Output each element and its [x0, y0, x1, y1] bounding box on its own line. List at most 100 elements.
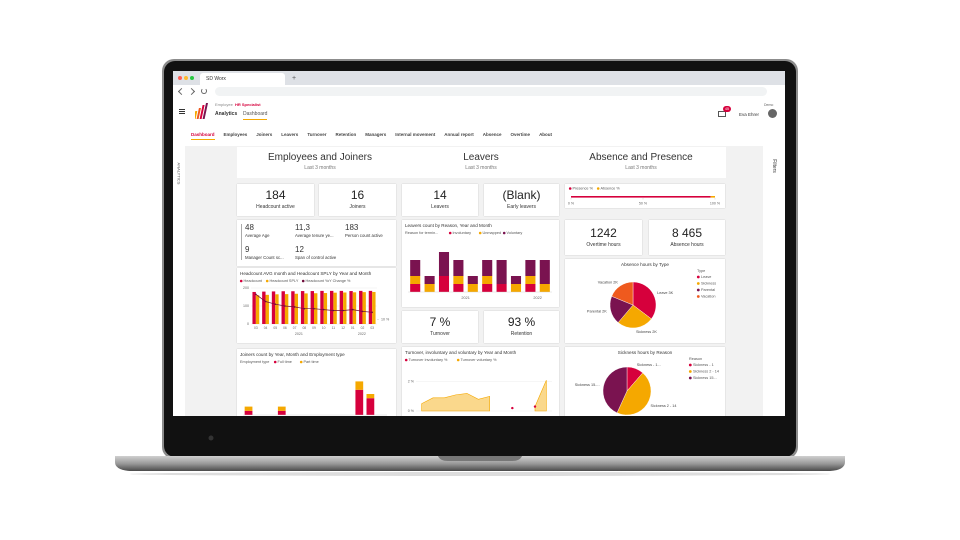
presence-bar — [571, 196, 711, 198]
legend-label: Headcount — [244, 279, 263, 283]
kpi-card: 8 465 Absence hours — [649, 220, 725, 255]
line-point — [284, 305, 286, 307]
reload[interactable] — [201, 88, 207, 94]
chart-title: Turnover, involuntary and voluntary by Y… — [405, 350, 517, 355]
bar-segment — [410, 260, 421, 276]
legend-swatch — [502, 231, 506, 235]
tab[interactable]: Annual report — [444, 132, 474, 137]
legend-label: Turnover involuntary % — [409, 358, 449, 362]
legend-label: Vacation — [701, 295, 716, 299]
legend-swatch — [696, 295, 700, 298]
tab[interactable]: Employees — [223, 132, 248, 137]
y-tick-label: 100 — [243, 304, 249, 308]
tab-row — [173, 128, 785, 146]
kpi-card: 14 Leavers — [402, 184, 478, 216]
sidebar-label[interactable]: ANALYTICS — [176, 162, 182, 185]
kpi-card: 7 % Turnover — [402, 311, 478, 343]
tab[interactable]: Leavers — [281, 132, 299, 137]
kpi-label: Retention — [510, 331, 533, 337]
screen: SD Worx + Employee HR Specialist Analytics Da… — [173, 71, 785, 416]
tab[interactable]: Retention — [335, 132, 357, 137]
legend-swatch — [456, 358, 460, 362]
tab[interactable]: Turnover — [307, 132, 327, 137]
legend-swatch — [596, 187, 600, 190]
bar — [262, 291, 266, 324]
area — [421, 393, 490, 412]
role-label: Employee — [215, 102, 233, 107]
nav-dashboard[interactable]: Dashboard — [243, 111, 268, 120]
kpi-label: Headcount active — [256, 204, 295, 210]
bar — [275, 294, 279, 324]
stat-value: 183 — [345, 223, 359, 232]
line-point — [371, 311, 373, 314]
bar-segment — [244, 406, 253, 411]
bar — [281, 291, 285, 324]
legend-label: Voluntary — [507, 231, 523, 235]
sickness-card: Sickness hours by Reason Sickness - 1... S… — [565, 347, 725, 416]
legend-title: Reason for termin... — [405, 231, 438, 235]
legend-swatch — [265, 279, 269, 283]
bar-segment — [453, 276, 464, 284]
bar-segment — [355, 389, 364, 415]
kpi-label: Turnover — [430, 331, 450, 337]
filters-label[interactable]: Filters — [771, 159, 777, 173]
bar — [252, 291, 256, 324]
bar-segment — [453, 260, 464, 276]
notification-badge: 45 — [723, 106, 731, 112]
bar — [265, 294, 269, 324]
environment: Demo — [764, 103, 774, 107]
url-field[interactable] — [215, 87, 767, 96]
line-point — [322, 308, 325, 311]
y-tick-label: 2 % — [408, 380, 415, 384]
section-subtitle: Last 3 months — [304, 165, 336, 171]
chart-svg: Absence hours by Type Leave 3K Sickness 2K… — [587, 262, 716, 334]
turnover-card: Turnover, involuntary and voluntary by Y… — [402, 347, 559, 416]
x-group-label: 2021 — [295, 332, 303, 336]
bar — [310, 291, 314, 324]
legend-label: Part time — [304, 360, 319, 364]
area — [534, 380, 547, 412]
left-sidebar — [173, 146, 185, 416]
x-group-label: 2022 — [533, 296, 541, 300]
x-tick-label: 12 — [341, 326, 345, 330]
menu-icon-mid[interactable] — [179, 111, 185, 112]
tab[interactable]: Internal movement — [395, 132, 436, 137]
browser-tab[interactable]: SD Worx — [200, 73, 285, 85]
bar — [320, 290, 324, 324]
bar-segment — [482, 284, 493, 292]
tab[interactable]: Managers — [365, 132, 387, 137]
kpi-label: Absence hours — [670, 241, 704, 248]
tab[interactable]: Dashboard — [191, 132, 215, 140]
tab[interactable]: Absence — [482, 132, 502, 137]
chart-title: Sickness hours by Reason — [618, 350, 673, 355]
bar-segment — [496, 260, 507, 284]
chart-svg: Turnover, involuntary and voluntary by Y… — [404, 350, 552, 413]
tab[interactable]: Overtime — [510, 132, 531, 137]
menu-icon[interactable] — [179, 109, 185, 114]
y-tick-label: 0 — [247, 322, 249, 326]
bar — [291, 291, 295, 324]
logo-bar — [193, 111, 198, 119]
legend-label: Turnover voluntary % — [461, 358, 498, 362]
tab[interactable]: Joiners — [256, 132, 273, 137]
stat-label: Span of control active — [295, 255, 337, 260]
kpi-value: 1242 — [590, 225, 617, 240]
bar — [339, 290, 344, 324]
line-point — [332, 309, 335, 312]
chart-title: Absence hours by Type — [621, 262, 669, 267]
stat-value: 48 — [245, 223, 254, 232]
chart-svg: Presence % Absence % 0 % 50 % 100 % — [568, 187, 721, 206]
kpi-card: 1242 Overtime hours — [565, 220, 642, 255]
user-name[interactable]: Eva Ehrer — [739, 112, 760, 117]
avatar[interactable] — [768, 109, 777, 118]
nav-analytics[interactable]: Analytics — [215, 111, 238, 117]
new-tab[interactable]: + — [292, 75, 297, 82]
mail-icon[interactable] — [718, 111, 726, 117]
window-dot — [178, 76, 182, 80]
tab[interactable]: About — [539, 132, 553, 137]
bar — [333, 292, 337, 324]
bar-segment — [438, 276, 450, 292]
y-tick-label: 0 % — [408, 409, 415, 413]
bar-segment — [539, 260, 550, 284]
